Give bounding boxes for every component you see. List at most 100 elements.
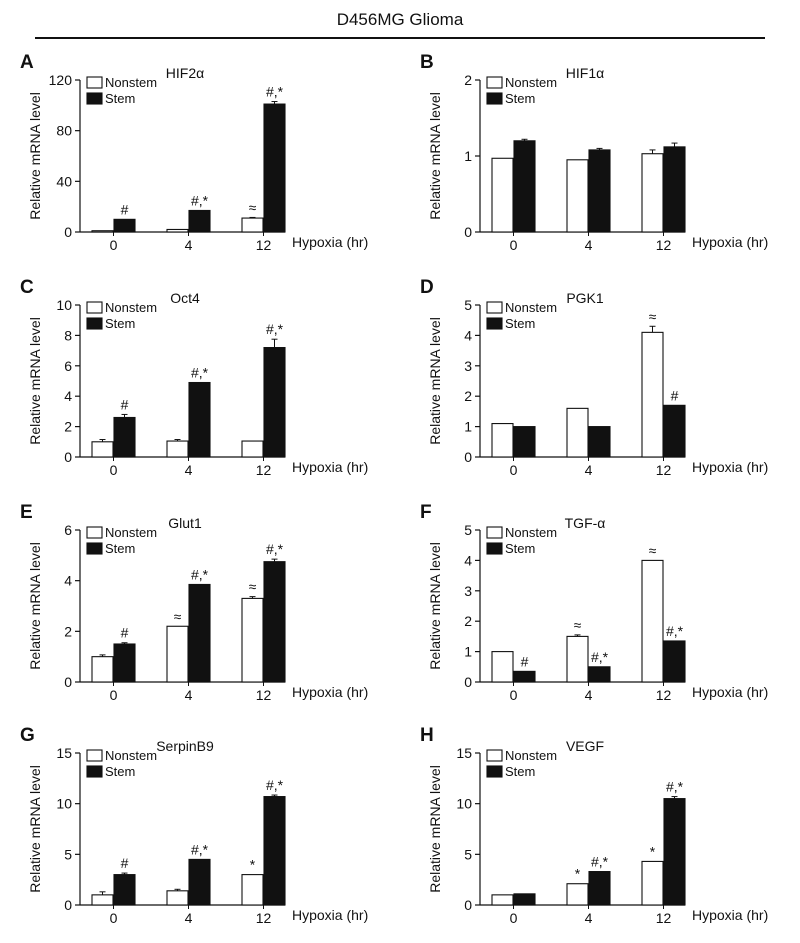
bar-nonstem bbox=[641, 860, 664, 906]
bar-stem bbox=[663, 404, 686, 458]
gene-title: HIF1α bbox=[566, 65, 604, 81]
panel-g: G SerpinB9 0 5 10 15 Relative mRNA level Hypoxi… bbox=[0, 718, 400, 943]
panel-letter: B bbox=[420, 52, 434, 73]
panel-letter: G bbox=[20, 725, 35, 746]
panel-d: D PGK1 0 1 2 3 4 5 Relative mRNA level Hypoxia (h… bbox=[400, 270, 800, 495]
x-tick-label: 4 bbox=[585, 237, 593, 253]
x-tick-label: 4 bbox=[185, 687, 193, 703]
legend-swatch-nonstem bbox=[86, 301, 103, 314]
significance-marker: # bbox=[121, 625, 129, 641]
x-tick-label: 12 bbox=[656, 237, 672, 253]
panel-a: A HIF2α 0 40 80 120 Relative mRNA level Hypoxia… bbox=[0, 45, 400, 270]
y-tick-label: 0 bbox=[464, 674, 472, 690]
legend-swatch-stem bbox=[86, 765, 103, 778]
x-tick-label: 12 bbox=[656, 910, 672, 926]
y-tick-label: 1 bbox=[464, 644, 472, 660]
gene-title: PGK1 bbox=[566, 290, 604, 306]
bar-nonstem bbox=[566, 883, 589, 906]
panel-h: H VEGF 0 5 10 15 Relative mRNA level Hypoxia (h… bbox=[400, 718, 800, 943]
bar-stem bbox=[588, 426, 611, 458]
bar-nonstem bbox=[166, 625, 189, 683]
panel-f: F TGF-α 0 1 2 3 4 5 Relative mRNA level Hypoxia (… bbox=[400, 495, 800, 720]
legend-label: Nonstem bbox=[105, 75, 157, 90]
legend-swatch-stem bbox=[486, 92, 503, 105]
significance-marker: #,* bbox=[591, 649, 609, 665]
y-axis-label: Relative mRNA level bbox=[427, 542, 443, 670]
x-axis-label: Hypoxia (hr) bbox=[292, 234, 368, 250]
bar-stem bbox=[188, 381, 211, 458]
legend-swatch-stem bbox=[86, 317, 103, 330]
bar-stem bbox=[188, 209, 211, 233]
bar-nonstem bbox=[566, 635, 589, 683]
bar-nonstem bbox=[91, 894, 114, 906]
panel-letter: C bbox=[20, 277, 34, 298]
chart-svg: C Oct4 0 2 4 6 8 10 Relative mRNA level Hypoxia (… bbox=[20, 277, 368, 478]
x-axis-label: Hypoxia (hr) bbox=[292, 684, 368, 700]
legend-swatch-nonstem bbox=[486, 526, 503, 539]
legend-label: Stem bbox=[505, 316, 535, 331]
x-tick-label: 12 bbox=[256, 910, 272, 926]
significance-marker: #,* bbox=[191, 841, 209, 857]
significance-marker: #,* bbox=[266, 777, 284, 793]
legend-label: Nonstem bbox=[505, 748, 557, 763]
bar-nonstem bbox=[641, 559, 664, 683]
y-axis-label: Relative mRNA level bbox=[27, 92, 43, 220]
y-tick-label: 80 bbox=[56, 123, 72, 139]
x-tick-label: 12 bbox=[256, 237, 272, 253]
x-tick-label: 12 bbox=[656, 462, 672, 478]
y-tick-label: 5 bbox=[64, 846, 72, 862]
bar-stem bbox=[188, 858, 211, 906]
bar-stem bbox=[113, 643, 136, 683]
legend-label: Stem bbox=[105, 764, 135, 779]
bar-nonstem bbox=[566, 159, 589, 233]
y-tick-label: 4 bbox=[64, 573, 72, 589]
bar-nonstem bbox=[641, 153, 664, 233]
x-tick-label: 4 bbox=[185, 462, 193, 478]
panel-e: E Glut1 0 2 4 6 Relative mRNA level Hypoxia (hr… bbox=[0, 495, 400, 720]
y-tick-label: 5 bbox=[464, 846, 472, 862]
bar-stem bbox=[263, 347, 286, 458]
significance-marker: # bbox=[121, 396, 129, 412]
bar-stem bbox=[513, 670, 536, 683]
y-tick-label: 1 bbox=[464, 148, 472, 164]
panel-c: C Oct4 0 2 4 6 8 10 Relative mRNA level Hypoxia (… bbox=[0, 270, 400, 495]
bar-stem bbox=[263, 103, 286, 233]
bar-stem bbox=[663, 640, 686, 683]
significance-marker: * bbox=[650, 843, 656, 859]
title-divider bbox=[35, 37, 765, 39]
significance-marker: * bbox=[575, 866, 581, 882]
panel-letter: D bbox=[420, 277, 434, 298]
legend-label: Nonstem bbox=[105, 748, 157, 763]
significance-marker: ≈ bbox=[574, 617, 582, 633]
y-tick-label: 6 bbox=[64, 522, 72, 538]
bar-nonstem bbox=[641, 331, 664, 458]
x-axis-label: Hypoxia (hr) bbox=[292, 459, 368, 475]
y-tick-label: 4 bbox=[64, 388, 72, 404]
bar-nonstem bbox=[491, 651, 514, 683]
y-tick-label: 5 bbox=[464, 297, 472, 313]
bar-stem bbox=[113, 218, 136, 233]
significance-marker: # bbox=[121, 201, 129, 217]
x-tick-label: 0 bbox=[110, 462, 118, 478]
x-axis-label: Hypoxia (hr) bbox=[292, 907, 368, 923]
figure-title: D456MG Glioma bbox=[336, 10, 464, 29]
legend-swatch-nonstem bbox=[486, 749, 503, 762]
legend-label: Stem bbox=[505, 541, 535, 556]
x-axis-label: Hypoxia (hr) bbox=[692, 234, 768, 250]
y-axis-label: Relative mRNA level bbox=[27, 542, 43, 670]
legend-swatch-nonstem bbox=[486, 301, 503, 314]
bar-nonstem bbox=[241, 597, 264, 683]
significance-marker: #,* bbox=[266, 321, 284, 337]
significance-marker: * bbox=[250, 857, 256, 873]
legend-label: Nonstem bbox=[505, 525, 557, 540]
legend-swatch-nonstem bbox=[486, 76, 503, 89]
bar-stem bbox=[588, 871, 611, 906]
x-tick-label: 4 bbox=[185, 910, 193, 926]
x-tick-label: 0 bbox=[110, 687, 118, 703]
bar-nonstem bbox=[91, 656, 114, 683]
y-tick-label: 2 bbox=[464, 72, 472, 88]
significance-marker: #,* bbox=[191, 192, 209, 208]
y-tick-label: 15 bbox=[56, 745, 72, 761]
panel-b: B HIF1α 0 1 2 Relative mRNA level Hypoxia (hr)… bbox=[400, 45, 800, 270]
